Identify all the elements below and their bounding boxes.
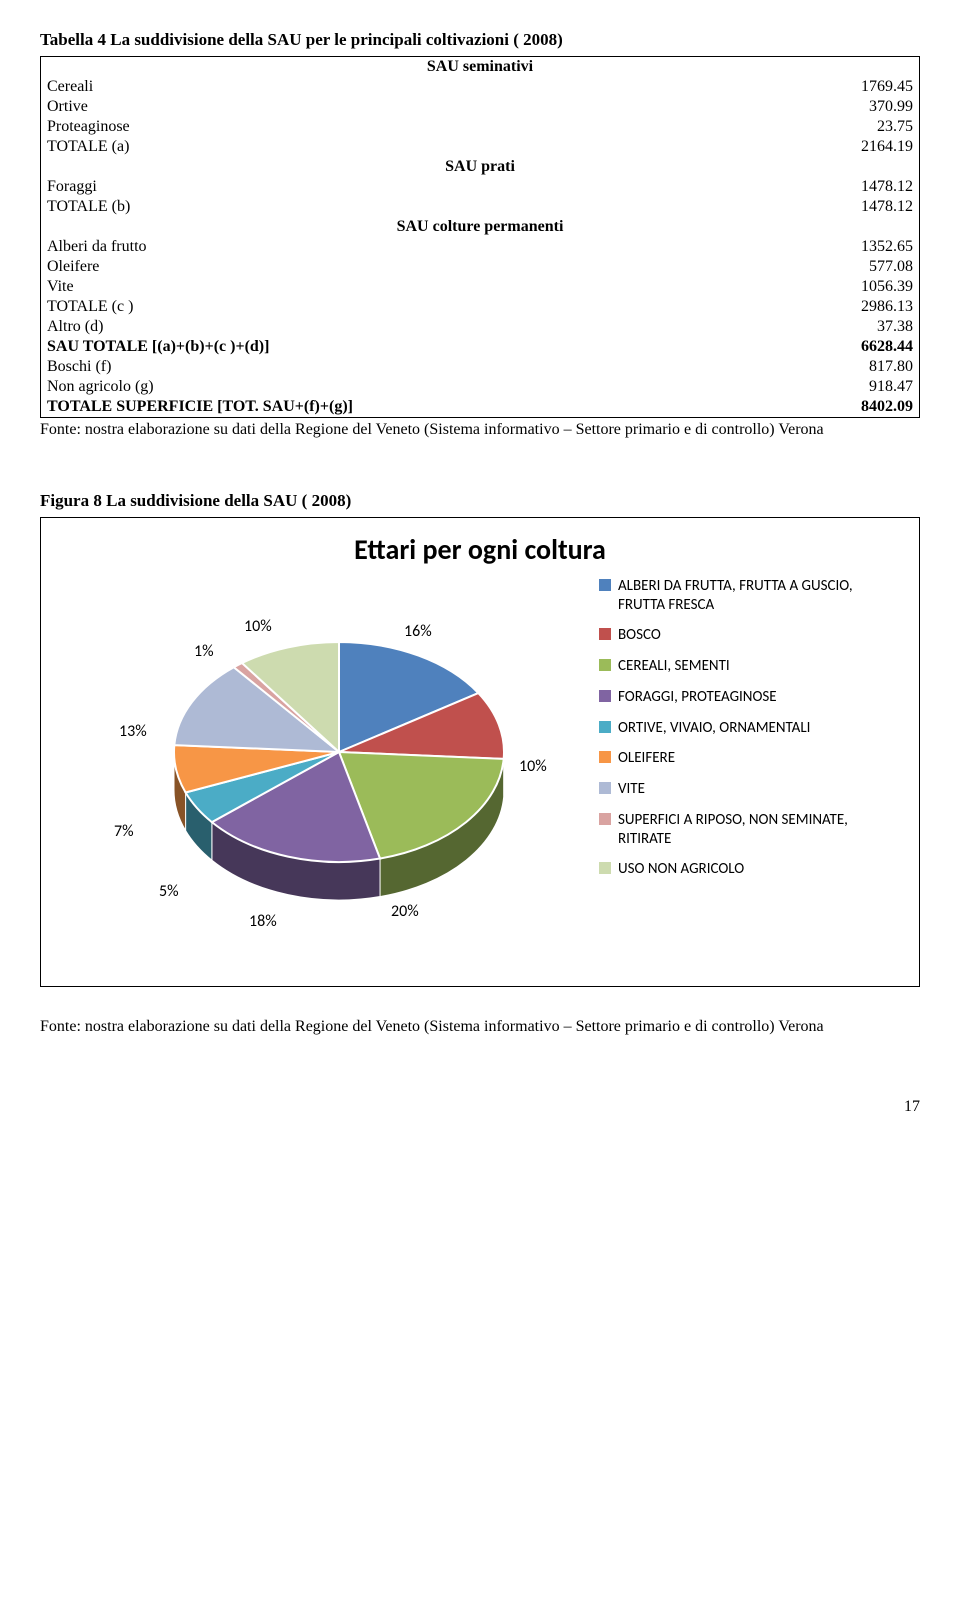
sau-table: SAU seminativi Cereali1769.45 Ortive370.… (40, 56, 920, 418)
section-head-2: SAU prati (41, 157, 920, 177)
legend-item: CEREALI, SEMENTI (599, 657, 901, 676)
legend-label: VITE (618, 780, 645, 799)
chart-legend: ALBERI DA FRUTTA, FRUTTA A GUSCIO, FRUTT… (599, 577, 901, 891)
row-val: 1478.12 (771, 197, 919, 217)
row-label: Proteaginose (41, 117, 772, 137)
table-source: Fonte: nostra elaborazione su dati della… (40, 420, 920, 441)
row-val: 2986.13 (771, 297, 919, 317)
legend-swatch (599, 862, 611, 874)
legend-item: SUPERFICI A RIPOSO, NON SEMINATE, RITIRA… (599, 811, 901, 849)
row-label: Ortive (41, 97, 772, 117)
row-val: 577.08 (771, 257, 919, 277)
pct-label: 5% (159, 882, 179, 901)
legend-label: USO NON AGRICOLO (618, 860, 744, 879)
pct-label: 7% (114, 822, 134, 841)
row-label: TOTALE (b) (41, 197, 772, 217)
legend-item: ALBERI DA FRUTTA, FRUTTA A GUSCIO, FRUTT… (599, 577, 901, 615)
table-title: Tabella 4 La suddivisione della SAU per … (40, 30, 920, 50)
row-label: TOTALE (c ) (41, 297, 772, 317)
row-label: Non agricolo (g) (41, 377, 772, 397)
legend-swatch (599, 813, 611, 825)
legend-swatch (599, 579, 611, 591)
legend-label: OLEIFERE (618, 749, 675, 768)
row-val: 8402.09 (771, 397, 919, 418)
row-val: 918.47 (771, 377, 919, 397)
row-label: Oleifere (41, 257, 772, 277)
chart-title: Ettari per ogni coltura (59, 532, 901, 567)
legend-swatch (599, 721, 611, 733)
row-label: Vite (41, 277, 772, 297)
pct-label: 16% (404, 622, 432, 641)
page-number: 17 (40, 1098, 920, 1116)
legend-label: CEREALI, SEMENTI (618, 657, 730, 676)
row-val: 37.38 (771, 317, 919, 337)
row-val: 1769.45 (771, 77, 919, 97)
legend-item: OLEIFERE (599, 749, 901, 768)
row-val: 2164.19 (771, 137, 919, 157)
figure-title: Figura 8 La suddivisione della SAU ( 200… (40, 491, 920, 511)
legend-item: FORAGGI, PROTEAGINOSE (599, 688, 901, 707)
row-label: SAU TOTALE [(a)+(b)+(c )+(d)] (41, 337, 772, 357)
row-val: 817.80 (771, 357, 919, 377)
pct-label: 10% (519, 757, 547, 776)
row-val: 1478.12 (771, 177, 919, 197)
legend-label: FORAGGI, PROTEAGINOSE (618, 688, 777, 707)
legend-swatch (599, 659, 611, 671)
row-val: 6628.44 (771, 337, 919, 357)
legend-label: SUPERFICI A RIPOSO, NON SEMINATE, RITIRA… (618, 811, 901, 849)
row-label: Alberi da frutto (41, 237, 772, 257)
row-val: 1352.65 (771, 237, 919, 257)
legend-item: ORTIVE, VIVAIO, ORNAMENTALI (599, 719, 901, 738)
pie-chart: Ettari per ogni coltura 16% 10% 20% 18% … (40, 517, 920, 987)
pct-label: 18% (249, 912, 277, 931)
row-label: TOTALE SUPERFICIE [TOT. SAU+(f)+(g)] (41, 397, 772, 418)
row-val: 1056.39 (771, 277, 919, 297)
legend-item: BOSCO (599, 626, 901, 645)
legend-swatch (599, 628, 611, 640)
legend-swatch (599, 690, 611, 702)
row-val: 23.75 (771, 117, 919, 137)
pie-graphic: 16% 10% 20% 18% 5% 7% 13% 1% 10% (59, 577, 599, 962)
legend-item: VITE (599, 780, 901, 799)
row-label: TOTALE (a) (41, 137, 772, 157)
pct-label: 20% (391, 902, 419, 921)
figure-source: Fonte: nostra elaborazione su dati della… (40, 1017, 920, 1038)
legend-item: USO NON AGRICOLO (599, 860, 901, 879)
legend-label: BOSCO (618, 626, 661, 645)
pct-label: 10% (244, 617, 272, 636)
row-label: Foraggi (41, 177, 772, 197)
section-head-1: SAU seminativi (41, 57, 920, 78)
row-label: Boschi (f) (41, 357, 772, 377)
pct-label: 13% (119, 722, 147, 741)
row-val: 370.99 (771, 97, 919, 117)
legend-swatch (599, 751, 611, 763)
row-label: Cereali (41, 77, 772, 97)
legend-label: ALBERI DA FRUTTA, FRUTTA A GUSCIO, FRUTT… (618, 577, 901, 615)
section-head-3: SAU colture permanenti (41, 217, 920, 237)
row-label: Altro (d) (41, 317, 772, 337)
legend-swatch (599, 782, 611, 794)
legend-label: ORTIVE, VIVAIO, ORNAMENTALI (618, 719, 810, 738)
pct-label: 1% (194, 642, 214, 661)
